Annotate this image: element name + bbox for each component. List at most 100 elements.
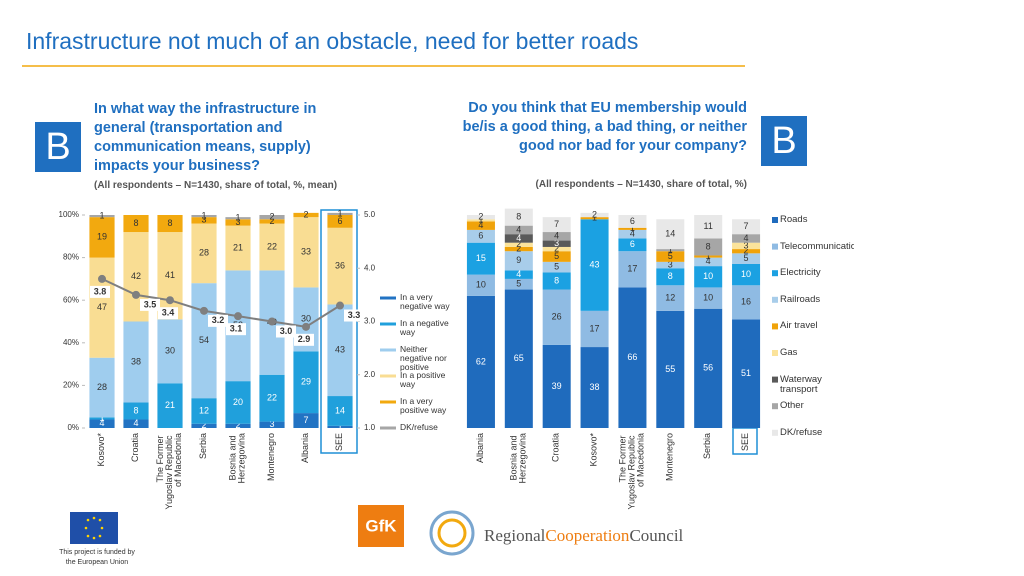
value-label: 9 bbox=[516, 255, 521, 265]
bar-segment bbox=[259, 215, 285, 220]
bar-segment bbox=[618, 215, 647, 228]
legend-label-box: DK/refuse bbox=[780, 428, 822, 438]
bar-segment bbox=[327, 227, 353, 305]
bar-segment bbox=[580, 212, 609, 218]
value-label: 4 bbox=[478, 220, 483, 230]
value-label: 1 bbox=[337, 208, 342, 218]
value-label: 17 bbox=[627, 264, 637, 274]
rcc-logo bbox=[437, 518, 467, 548]
value-label: 16 bbox=[741, 297, 751, 307]
value-label: 21 bbox=[165, 400, 175, 410]
value-label: 2 bbox=[201, 420, 206, 430]
rcc-part: Cooperation bbox=[545, 526, 630, 545]
bar-segment bbox=[542, 240, 571, 247]
value-label: 22 bbox=[267, 393, 277, 403]
rcc-name: RegionalCooperationCouncil bbox=[484, 526, 684, 545]
bar-segment bbox=[89, 257, 115, 358]
value-label: 10 bbox=[703, 271, 713, 281]
value-label: 20 bbox=[233, 397, 243, 407]
legend-label-box: In a very positive way bbox=[400, 397, 446, 415]
value-label: 65 bbox=[514, 353, 524, 363]
value-label: 8 bbox=[516, 212, 521, 222]
value-label: 36 bbox=[335, 260, 345, 270]
mean-label: 3.1 bbox=[230, 324, 243, 334]
legend-swatch bbox=[772, 270, 778, 277]
x-tick-label: Serbia bbox=[198, 433, 208, 459]
question: Do you think that EU membership would be… bbox=[462, 100, 747, 154]
rcc-part: Regional bbox=[484, 526, 546, 545]
value-label: 8 bbox=[133, 218, 138, 228]
bar-segment bbox=[466, 274, 495, 296]
mean-point bbox=[234, 312, 242, 321]
value-label: 2 bbox=[744, 246, 749, 256]
bar-segment bbox=[694, 287, 723, 309]
legend-label-box: Waterway transport bbox=[780, 375, 822, 395]
y-tick-label: 20% bbox=[63, 381, 79, 390]
value-label: 5 bbox=[554, 262, 559, 272]
legend-label: In a negative way bbox=[400, 319, 449, 337]
value-label: 8 bbox=[706, 241, 711, 251]
value-label: 28 bbox=[199, 248, 209, 258]
mean-label-bg bbox=[90, 285, 110, 298]
y-tick-label: 100% bbox=[59, 210, 79, 219]
legend-label: Telecommunications bbox=[780, 241, 854, 252]
x-tick-label: Montenegro bbox=[665, 433, 675, 481]
x-tick-label: Serbia bbox=[703, 433, 713, 459]
value-label: 56 bbox=[703, 363, 713, 373]
bar-segment bbox=[191, 398, 217, 424]
value-label: 1 bbox=[201, 210, 206, 220]
x-tick-label: Kosovo* bbox=[589, 433, 599, 467]
value-label: 5 bbox=[668, 251, 673, 261]
mean-label-bg bbox=[208, 314, 228, 327]
bar-segment bbox=[225, 217, 251, 220]
bar-segment bbox=[327, 425, 353, 428]
value-label: 1 bbox=[630, 223, 635, 233]
value-label: 28 bbox=[97, 382, 107, 392]
bar-segment bbox=[504, 251, 533, 271]
mean-point bbox=[268, 317, 276, 326]
bar-segment bbox=[618, 238, 647, 252]
bar-segment bbox=[580, 217, 609, 220]
bar-segment bbox=[327, 215, 353, 228]
legend-label-box: DK/refuse bbox=[400, 423, 438, 432]
bar-segment bbox=[466, 215, 495, 220]
value-label: 2 bbox=[478, 212, 483, 222]
bar-segment bbox=[694, 308, 723, 428]
value-label: 4 bbox=[706, 256, 711, 266]
bar-segment bbox=[191, 223, 217, 284]
bar-segment bbox=[123, 402, 149, 420]
value-label: 3 bbox=[269, 419, 274, 429]
value-label: 43 bbox=[590, 259, 600, 269]
bar-segment bbox=[618, 251, 647, 288]
x-tick-label: Croatia bbox=[551, 433, 561, 462]
bar-segment bbox=[542, 246, 571, 252]
note: (All respondents – N=1430, share of tota… bbox=[94, 180, 338, 191]
x-tick-label: Albania bbox=[475, 433, 485, 463]
bar-segment bbox=[504, 225, 533, 235]
value-label: 1 bbox=[592, 213, 597, 223]
bar-segment bbox=[694, 215, 723, 239]
bar-segment bbox=[157, 383, 183, 428]
mean-label: 3.0 bbox=[280, 326, 293, 336]
bar-segment bbox=[542, 232, 571, 241]
value-label: 11 bbox=[704, 221, 713, 231]
value-label: 6 bbox=[478, 231, 483, 241]
value-label: 4 bbox=[516, 233, 521, 243]
bar-segment bbox=[732, 253, 761, 264]
x-tick-label: Albania bbox=[300, 433, 310, 463]
bar-segment bbox=[504, 242, 533, 247]
value-label: 21 bbox=[233, 242, 243, 252]
mean-point bbox=[302, 322, 310, 331]
bar-segment bbox=[542, 344, 571, 428]
value-label: 10 bbox=[703, 292, 713, 302]
bar-segment bbox=[504, 246, 533, 252]
y2-tick-label: 5.0 bbox=[364, 210, 376, 219]
value-label: 1 bbox=[706, 251, 711, 261]
bar-segment bbox=[466, 242, 495, 275]
mean-line bbox=[101, 277, 341, 328]
value-label: 4 bbox=[744, 233, 749, 243]
legend-label: In a positive way bbox=[400, 371, 446, 389]
bar-segment bbox=[225, 225, 251, 271]
mean-point bbox=[166, 296, 174, 305]
